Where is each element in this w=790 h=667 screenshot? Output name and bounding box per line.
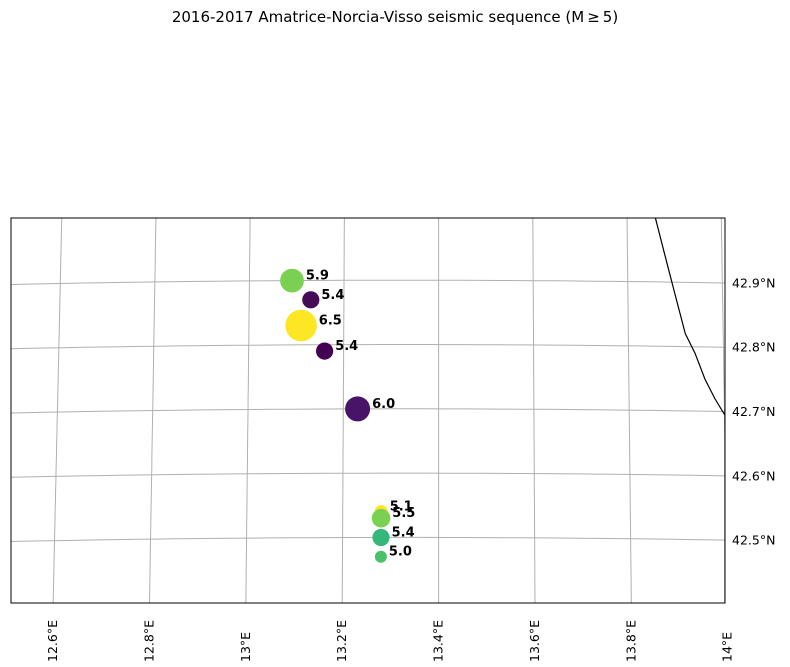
earthquake-marker [345, 396, 371, 422]
lon-tick-label: 13.4°E [431, 620, 446, 662]
lon-tick-label: 13.2°E [334, 620, 349, 662]
lat-tick-label: 42.8°N [732, 340, 775, 355]
lon-tick-label: 13.8°E [623, 620, 638, 662]
lat-tick-label: 42.9°N [732, 275, 775, 290]
tick-labels: 12.6°E 12.8°E 13°E 13.2°E 13.4°E 13.6°E 13.8°E… [45, 275, 775, 662]
earthquake-marker [371, 508, 391, 528]
parallel-line [11, 472, 725, 478]
lat-tick-label: 42.7°N [732, 404, 775, 419]
graticule [11, 218, 725, 603]
magnitude-label: 5.5 [392, 506, 415, 521]
lon-tick-label: 13.6°E [527, 620, 542, 662]
magnitude-label: 6.5 [319, 314, 342, 329]
earthquake-marker [372, 528, 390, 547]
lat-tick-label: 42.6°N [732, 468, 775, 483]
earthquake-markers: 5.9 5.4 6.5 5.4 6.0 5.15.5 5.4 5.0 [280, 269, 415, 563]
parallel-line [11, 344, 725, 350]
magnitude-label: 5.1 [390, 500, 413, 515]
lon-tick-label: 14°E [720, 632, 735, 662]
lon-tick-label: 13°E [238, 632, 253, 662]
map-title: 2016-2017 Amatrice-Norcia-Visso seismic … [171, 8, 619, 26]
coastline [654, 218, 725, 603]
magnitude-label: 5.4 [392, 526, 415, 541]
magnitude-label: 6.0 [372, 397, 395, 412]
earthquake-marker [302, 291, 320, 309]
magnitude-label: 5.0 [389, 545, 412, 560]
coastline-path [654, 218, 725, 416]
earthquake-marker [285, 309, 317, 342]
lon-tick-label: 12.6°E [45, 620, 60, 662]
magnitude-label: 5.9 [306, 269, 329, 284]
map-frame [10, 217, 726, 604]
lon-tick-label: 12.8°E [141, 620, 156, 662]
parallel-line [11, 536, 725, 543]
lat-tick-label: 42.5°N [732, 533, 775, 548]
parallel-line [11, 279, 725, 285]
earthquake-marker [280, 268, 304, 293]
magnitude-label: 5.4 [335, 339, 358, 354]
earthquake-marker [374, 550, 387, 563]
magnitude-label: 5.4 [321, 288, 344, 303]
earthquake-marker [316, 342, 334, 360]
